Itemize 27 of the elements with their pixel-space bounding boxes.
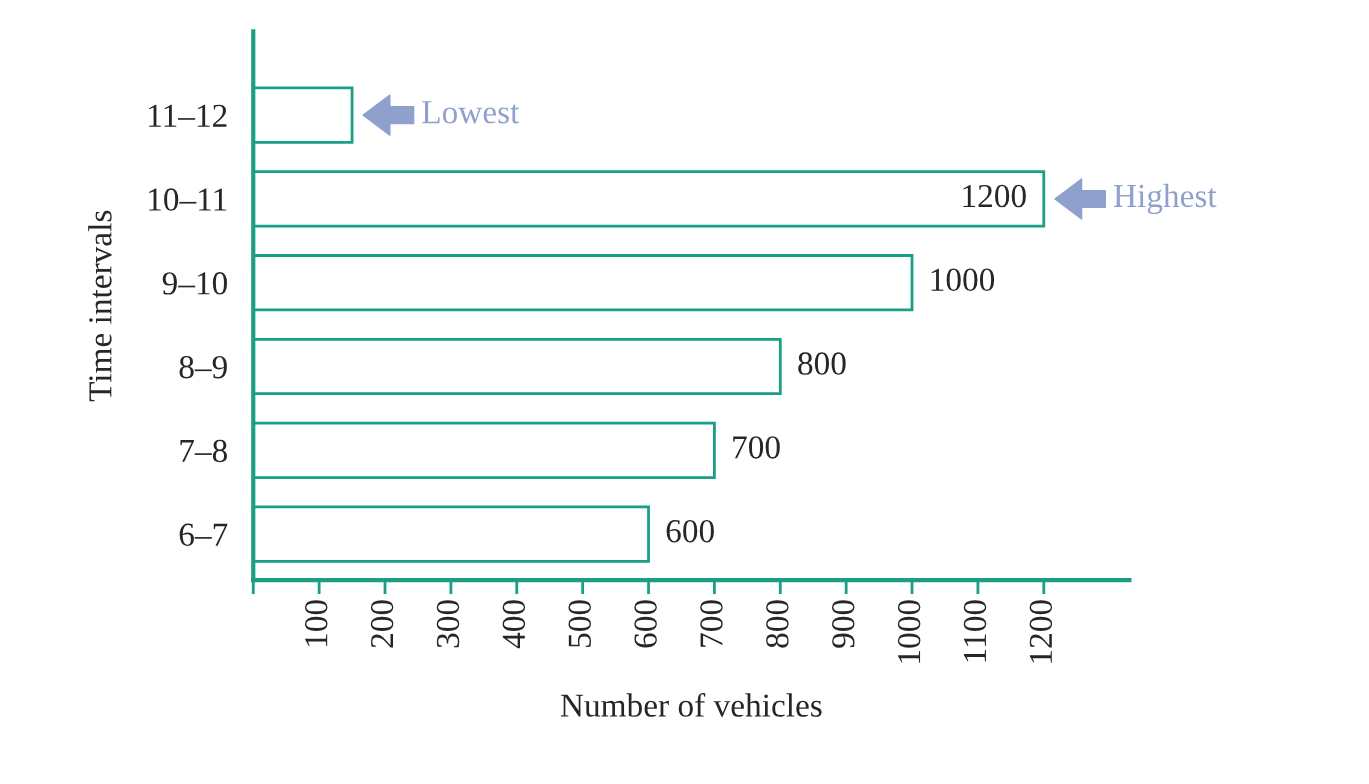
x-tick-label: 1100 <box>963 600 987 662</box>
x-tick-label: 700 <box>700 600 723 647</box>
x-axis-title: Number of vehicles <box>560 693 822 717</box>
x-tick-label: 1000 <box>897 600 921 663</box>
x-tick-label: 200 <box>370 600 394 648</box>
y-tick-label: 7–8 <box>180 439 227 463</box>
y-axis-title: Time intervals <box>88 210 112 402</box>
annotation: Highest <box>1113 183 1217 215</box>
x-tick-label: 400 <box>502 600 526 649</box>
x-tick-label: 1200 <box>1029 600 1053 663</box>
data-label: 700 <box>733 436 780 459</box>
annotation: Lowest <box>422 101 520 124</box>
y-tick-label: 8–9 <box>179 355 227 379</box>
data-label: 600 <box>666 519 714 543</box>
x-tick-label: 100 <box>304 600 328 646</box>
x-tick-label: 500 <box>568 600 591 647</box>
y-tick-label: 6–7 <box>179 523 228 546</box>
data-label: 800 <box>798 352 846 375</box>
data-label: 1200 <box>963 184 1026 208</box>
y-tick-label: 10–11 <box>149 188 227 211</box>
x-tick-label: 300 <box>436 600 460 648</box>
data-label: 1000 <box>931 268 995 292</box>
x-tick-label: 900 <box>832 600 855 648</box>
x-tick-label: 600 <box>634 600 657 648</box>
y-tick-label: 11–12 <box>149 104 227 127</box>
x-tick-label: 800 <box>766 600 789 648</box>
y-tick-label: 9–10 <box>162 272 227 295</box>
